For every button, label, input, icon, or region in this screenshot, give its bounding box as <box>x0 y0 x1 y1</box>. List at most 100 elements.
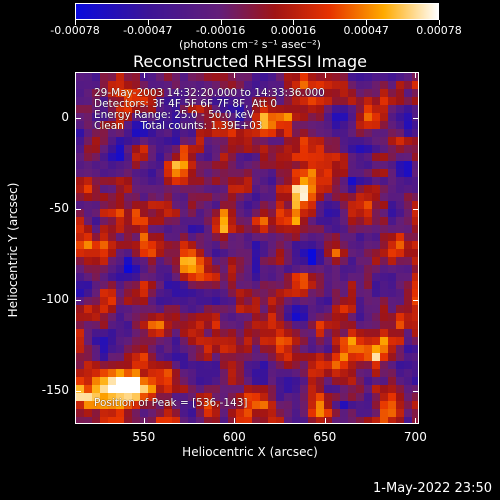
heatmap-cell <box>300 385 309 394</box>
heatmap-cell <box>292 161 301 170</box>
heatmap-cell <box>412 233 418 242</box>
heatmap-cell <box>316 281 325 290</box>
heatmap-cell <box>196 273 205 282</box>
heatmap-cell <box>100 153 109 162</box>
heatmap-cell <box>204 377 213 386</box>
heatmap-cell <box>396 273 405 282</box>
heatmap-cell <box>388 273 397 282</box>
heatmap-cell <box>324 329 333 338</box>
heatmap-cell <box>324 409 333 418</box>
heatmap-cell <box>276 81 285 90</box>
heatmap-cell <box>268 369 277 378</box>
heatmap-cell <box>180 297 189 306</box>
heatmap-cell <box>260 145 269 154</box>
heatmap-cell <box>300 377 309 386</box>
heatmap-cell <box>116 329 125 338</box>
heatmap-cell <box>252 329 261 338</box>
heatmap-cell <box>348 377 357 386</box>
heatmap-cell <box>364 385 373 394</box>
x-tick-top <box>143 72 145 78</box>
heatmap-cell <box>204 393 213 402</box>
heatmap-cell <box>156 361 165 370</box>
heatmap-cell <box>100 241 109 250</box>
heatmap-cell <box>92 409 101 418</box>
heatmap-cell <box>212 177 221 186</box>
heatmap-cell <box>316 121 325 130</box>
y-tick <box>75 391 81 393</box>
heatmap-cell <box>388 81 397 90</box>
heatmap-cell <box>236 81 245 90</box>
heatmap-cell <box>364 345 373 354</box>
heatmap-cell <box>324 121 333 130</box>
heatmap-cell <box>92 185 101 194</box>
heatmap-cell <box>252 313 261 322</box>
heatmap-cell <box>252 97 261 106</box>
heatmap-cell <box>324 393 333 402</box>
heatmap-cell <box>340 409 349 418</box>
heatmap-cell <box>412 105 418 114</box>
heatmap-cell <box>188 273 197 282</box>
heatmap-cell <box>284 249 293 258</box>
heatmap-cell <box>340 345 349 354</box>
heatmap-cell <box>140 185 149 194</box>
heatmap-cell <box>276 385 285 394</box>
heatmap-cell <box>300 209 309 218</box>
heatmap-cell <box>356 73 365 82</box>
heatmap-cell <box>140 273 149 282</box>
heatmap-cell <box>244 409 253 418</box>
heatmap-cell <box>148 321 157 330</box>
heatmap-cell <box>116 241 125 250</box>
heatmap-cell <box>92 225 101 234</box>
heatmap-cell <box>92 401 101 410</box>
heatmap-cell <box>84 273 93 282</box>
heatmap-cell <box>324 193 333 202</box>
heatmap-cell <box>148 209 157 218</box>
heatmap-cell <box>156 225 165 234</box>
heatmap-cell <box>260 97 269 106</box>
heatmap-cell <box>116 249 125 258</box>
heatmap-cell <box>252 393 261 402</box>
heatmap-cell <box>172 361 181 370</box>
heatmap-cell <box>268 385 277 394</box>
heatmap-cell <box>172 201 181 210</box>
heatmap-cell <box>220 153 229 162</box>
heatmap-cell <box>148 313 157 322</box>
heatmap-cell <box>284 313 293 322</box>
heatmap-cell <box>356 129 365 138</box>
heatmap-cell <box>324 321 333 330</box>
heatmap-cell <box>332 217 341 226</box>
heatmap-cell <box>284 393 293 402</box>
heatmap-cell <box>396 329 405 338</box>
heatmap-cell <box>100 305 109 314</box>
heatmap-cell <box>236 225 245 234</box>
heatmap-cell <box>108 257 117 266</box>
heatmap-cell <box>308 193 317 202</box>
heatmap-cell <box>172 393 181 402</box>
heatmap-cell <box>380 233 389 242</box>
heatmap-cell <box>268 97 277 106</box>
heatmap-cell <box>252 369 261 378</box>
heatmap-cell <box>252 161 261 170</box>
heatmap-cell <box>252 137 261 146</box>
heatmap-cell <box>300 345 309 354</box>
heatmap-cell <box>212 345 221 354</box>
heatmap-cell <box>76 225 85 234</box>
heatmap-cell <box>348 145 357 154</box>
heatmap-cell <box>92 353 101 362</box>
heatmap-cell <box>156 329 165 338</box>
heatmap-cell <box>300 113 309 122</box>
heatmap-cell <box>108 225 117 234</box>
heatmap-cell <box>84 185 93 194</box>
heatmap-cell <box>276 257 285 266</box>
heatmap-cell <box>164 361 173 370</box>
heatmap-cell <box>268 233 277 242</box>
heatmap-cell <box>244 281 253 290</box>
heatmap-cell <box>132 345 141 354</box>
heatmap-cell <box>156 129 165 138</box>
heatmap-cell <box>204 353 213 362</box>
heatmap-cell <box>92 137 101 146</box>
heatmap-cell <box>356 297 365 306</box>
heatmap-cell <box>116 185 125 194</box>
y-tick-label: -100 <box>41 291 69 306</box>
heatmap-cell <box>388 233 397 242</box>
